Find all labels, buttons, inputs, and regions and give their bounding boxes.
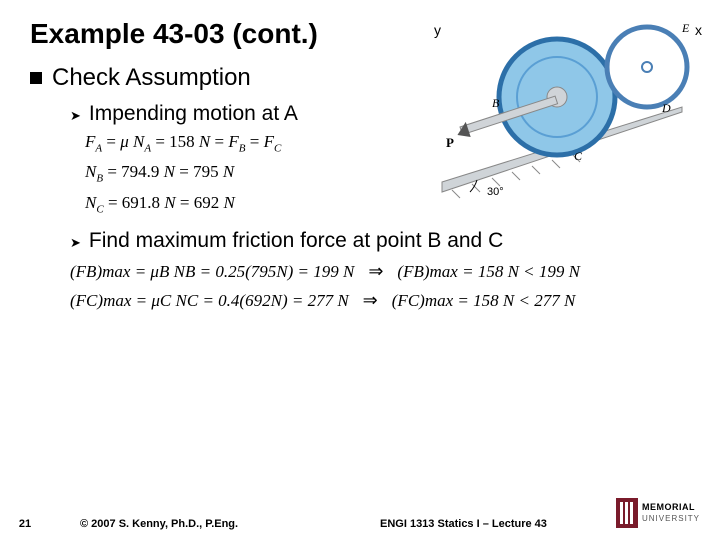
bullet-2a-text: Impending motion at A (89, 102, 298, 126)
small-wheel-hub (642, 62, 652, 72)
square-bullet-icon (30, 72, 42, 84)
logo-text-1: MEMORIAL (642, 502, 695, 512)
triangle-bullet-icon: ➤ (70, 108, 81, 124)
implies-arrow-icon: ⇒ (359, 290, 382, 311)
x-axis-label: x (695, 22, 702, 38)
bullet-1-text: Check Assumption (52, 64, 251, 92)
equation-fb-max: (FB)max = μB NB = 0.25(795N) = 199 N ⇒ (… (70, 261, 690, 282)
course-text: ENGI 1313 Statics I – Lecture 43 (380, 518, 547, 530)
triangle-bullet-icon: ➤ (70, 235, 81, 251)
label-d: D (661, 101, 671, 115)
y-axis-label: y (434, 22, 441, 38)
implies-arrow-icon: ⇒ (364, 261, 387, 282)
diagram-svg: 30° P B C D E (432, 12, 702, 202)
mechanics-diagram: y x 30° (432, 12, 702, 202)
copyright-text: © 2007 S. Kenny, Ph.D., P.Eng. (80, 518, 238, 530)
angle-label: 30° (487, 186, 504, 198)
university-logo: MEMORIAL UNIVERSITY (616, 496, 706, 534)
label-p: P (446, 135, 454, 150)
bullet-level-2: ➤ Find maximum friction force at point B… (70, 229, 690, 253)
logo-text-2: UNIVERSITY (642, 514, 700, 523)
bullet-2b-text: Find maximum friction force at point B a… (89, 229, 503, 253)
label-b-left: B (492, 96, 500, 110)
page-number: 21 (0, 518, 50, 530)
label-e: E (681, 21, 690, 35)
equation-fc-max: (FC)max = μC NC = 0.4(692N) = 277 N ⇒ (F… (70, 290, 690, 311)
slide-footer: 21 © 2007 S. Kenny, Ph.D., P.Eng. ENGI 1… (0, 518, 720, 530)
label-c: C (574, 149, 583, 163)
